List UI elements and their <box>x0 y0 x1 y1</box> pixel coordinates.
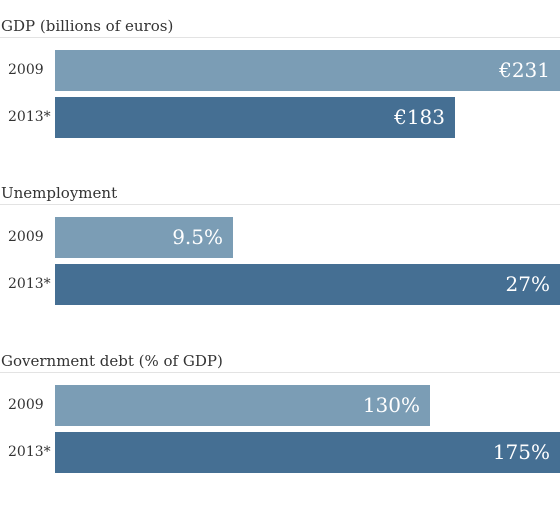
chart-2-category-label: 2009 <box>8 229 44 245</box>
chart-2-value-label: 9.5% <box>172 225 223 249</box>
chart-1-category-label: 2009 <box>8 62 44 78</box>
chart-2-value-label: 27% <box>505 272 550 296</box>
chart-3-bar <box>55 385 430 426</box>
chart-2-category-label: 2013* <box>8 276 51 292</box>
chart-1-value-label: €183 <box>394 105 445 129</box>
chart-2-bar <box>55 264 560 305</box>
chart-1-bar <box>55 50 560 91</box>
chart-3-category-label: 2013* <box>8 444 51 460</box>
chart-1-category-label: 2013* <box>8 109 51 125</box>
chart-3-title: Government debt (% of GDP) <box>1 352 223 370</box>
chart-1-bar <box>55 97 455 138</box>
chart-2-bar <box>55 217 233 258</box>
chart-3-divider <box>0 372 560 373</box>
chart-3-value-label: 175% <box>492 440 550 464</box>
chart-2-title: Unemployment <box>1 184 118 202</box>
chart-2-divider <box>0 204 560 205</box>
chart-1-divider <box>0 37 560 38</box>
chart-3-category-label: 2009 <box>8 397 44 413</box>
chart-3-value-label: 130% <box>362 393 420 417</box>
chart-1-title: GDP (billions of euros) <box>1 17 174 35</box>
chart-3-bar <box>55 432 560 473</box>
chart-1-value-label: €231 <box>499 58 550 82</box>
